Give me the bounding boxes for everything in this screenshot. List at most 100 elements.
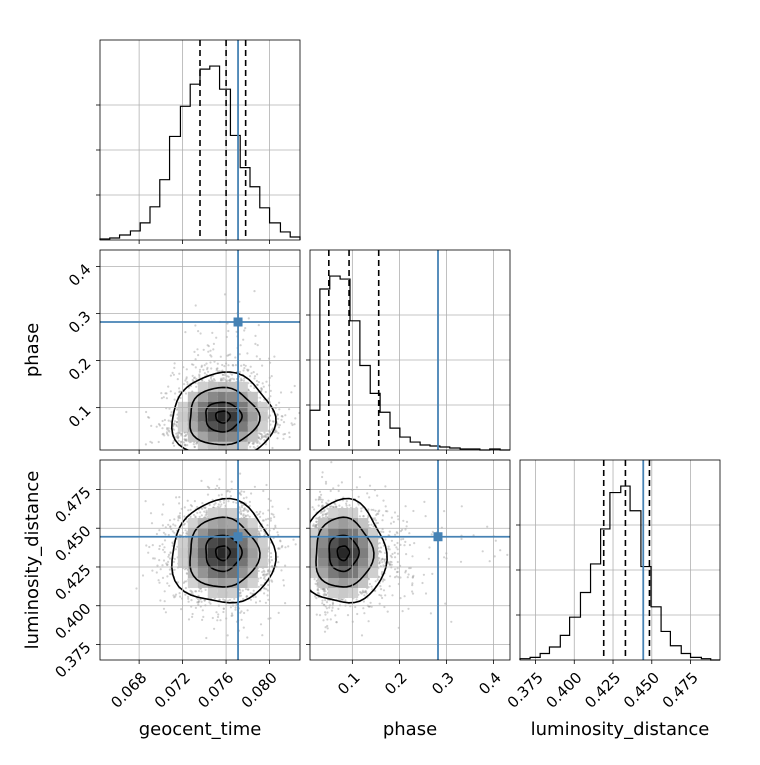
scatter-point — [163, 424, 165, 426]
scatter-point — [267, 594, 269, 596]
scatter-point — [191, 616, 193, 618]
scatter-point — [289, 436, 291, 438]
scatter-point — [178, 373, 180, 375]
scatter-point — [277, 561, 279, 563]
scatter-point — [213, 343, 215, 345]
scatter-point — [194, 500, 196, 502]
scatter-point — [188, 618, 190, 620]
scatter-point — [223, 365, 225, 367]
scatter-point — [282, 579, 284, 581]
scatter-point — [195, 358, 197, 360]
scatter-point — [288, 432, 290, 434]
scatter-point — [179, 596, 181, 598]
scatter-point — [263, 519, 265, 521]
scatter-point — [255, 601, 257, 603]
joint-panel-geocent_time-phase — [125, 290, 300, 458]
scatter-point — [200, 480, 202, 482]
scatter-point — [223, 608, 225, 610]
scatter-point — [210, 367, 212, 369]
scatter-point — [200, 332, 202, 334]
scatter-point — [254, 375, 256, 377]
scatter-point — [163, 608, 165, 610]
scatter-point — [209, 354, 211, 356]
scatter-point — [222, 611, 224, 613]
scatter-point — [167, 524, 169, 526]
scatter-point — [250, 366, 252, 368]
scatter-point — [161, 564, 163, 566]
scatter-point — [280, 419, 282, 421]
scatter-point — [204, 372, 206, 374]
scatter-point — [209, 603, 211, 605]
scatter-point — [278, 426, 280, 428]
scatter-point — [206, 367, 208, 369]
scatter-point — [202, 369, 204, 371]
scatter-point — [243, 491, 245, 493]
scatter-point — [151, 570, 153, 572]
scatter-point — [158, 423, 160, 425]
scatter-point — [246, 636, 248, 638]
scatter-point — [180, 608, 182, 610]
scatter-point — [249, 501, 251, 503]
scatter-point — [165, 562, 167, 564]
scatter-point — [240, 344, 242, 346]
scatter-point — [277, 432, 279, 434]
scatter-point — [162, 524, 164, 526]
scatter-point — [169, 526, 171, 528]
scatter-point — [161, 513, 163, 515]
scatter-point — [142, 574, 144, 576]
scatter-point — [282, 438, 284, 440]
scatter-point — [168, 420, 170, 422]
scatter-point — [178, 517, 180, 519]
scatter-point — [243, 627, 245, 629]
scatter-point — [280, 569, 282, 571]
scatter-point — [257, 344, 259, 346]
scatter-point — [259, 600, 261, 602]
scatter-point — [259, 358, 261, 360]
scatter-point — [149, 441, 151, 443]
scatter-point — [271, 513, 273, 515]
scatter-point — [193, 351, 195, 353]
scatter-point — [278, 612, 280, 614]
scatter-point — [279, 540, 281, 542]
scatter-point — [273, 356, 275, 358]
scatter-point — [156, 426, 158, 428]
scatter-point — [188, 601, 190, 603]
scatter-point — [259, 516, 261, 518]
scatter-point — [216, 619, 218, 621]
scatter-point — [196, 348, 198, 350]
scatter-point — [161, 543, 163, 545]
scatter-point — [276, 531, 278, 533]
scatter-point — [192, 613, 194, 615]
scatter-point — [167, 386, 169, 388]
scatter-point — [258, 513, 260, 515]
scatter-point — [197, 598, 199, 600]
scatter-point — [240, 365, 242, 367]
scatter-point — [247, 369, 249, 371]
scatter-point — [147, 552, 149, 554]
scatter-point — [191, 363, 193, 365]
scatter-point — [161, 397, 163, 399]
scatter-point — [241, 619, 243, 621]
scatter-point — [190, 509, 192, 511]
scatter-point — [254, 343, 256, 345]
scatter-point — [218, 478, 220, 480]
scatter-point — [242, 369, 244, 371]
scatter-point — [247, 609, 249, 611]
scatter-point — [283, 584, 285, 586]
scatter-point — [204, 364, 206, 366]
scatter-point — [243, 367, 245, 369]
scatter-point — [250, 492, 252, 494]
scatter-point — [235, 364, 237, 366]
scatter-point — [162, 420, 164, 422]
scatter-point — [158, 579, 160, 581]
scatter-point — [271, 375, 273, 377]
scatter-point — [257, 384, 259, 386]
scatter-point — [152, 544, 154, 546]
scatter-point — [221, 494, 223, 496]
scatter-point — [232, 364, 234, 366]
scatter-point — [199, 371, 201, 373]
scatter-point — [205, 363, 207, 365]
scatter-point — [197, 330, 199, 332]
scatter-point — [217, 616, 219, 618]
